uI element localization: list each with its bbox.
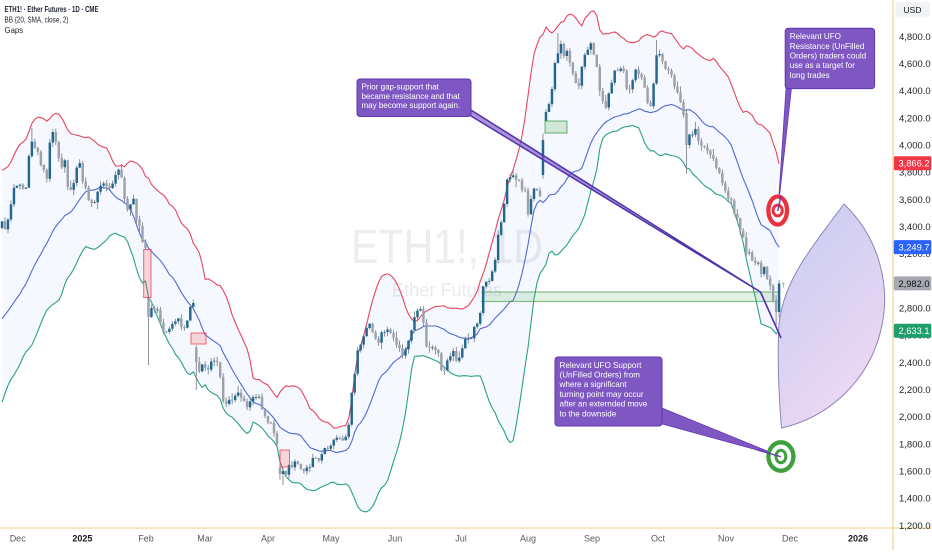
svg-text:1,400.0: 1,400.0 <box>899 494 931 505</box>
svg-text:4,000.0: 4,000.0 <box>899 141 931 152</box>
svg-text:Sep: Sep <box>584 533 600 543</box>
svg-text:2,000.0: 2,000.0 <box>899 412 931 423</box>
svg-text:2,982.0: 2,982.0 <box>899 279 930 289</box>
svg-text:4,800.0: 4,800.0 <box>899 32 931 43</box>
svg-text:Nov: Nov <box>718 533 735 543</box>
svg-text:2026: 2026 <box>848 533 868 543</box>
svg-text:3,600.0: 3,600.0 <box>899 195 931 206</box>
svg-text:Mar: Mar <box>197 533 213 543</box>
svg-text:2,633.1: 2,633.1 <box>899 326 930 336</box>
svg-text:1,600.0: 1,600.0 <box>899 467 931 478</box>
svg-text:3,866.2: 3,866.2 <box>899 159 930 169</box>
svg-text:3,800.0: 3,800.0 <box>899 168 931 179</box>
svg-text:Oct: Oct <box>651 533 666 543</box>
svg-text:May: May <box>322 533 340 543</box>
svg-text:ETH1!, 1D: ETH1!, 1D <box>351 221 543 274</box>
svg-text:ETH1! · Ether Futures · 1D · C: ETH1! · Ether Futures · 1D · CME <box>5 5 99 14</box>
svg-text:2,800.0: 2,800.0 <box>899 304 931 315</box>
svg-text:Dec: Dec <box>10 533 27 543</box>
svg-text:2,400.0: 2,400.0 <box>899 358 931 369</box>
svg-text:1,200.0: 1,200.0 <box>899 521 931 532</box>
svg-text:2,200.0: 2,200.0 <box>899 385 931 396</box>
svg-text:1,800.0: 1,800.0 <box>899 439 931 450</box>
svg-text:Relevant UFO Support(UnFilled: Relevant UFO Support (UnFilled Orders) fr… <box>559 361 648 419</box>
svg-text:Apr: Apr <box>261 533 275 543</box>
svg-text:3,400.0: 3,400.0 <box>899 222 931 233</box>
svg-text:Aug: Aug <box>520 533 536 543</box>
svg-text:Jul: Jul <box>455 533 467 543</box>
svg-text:4,200.0: 4,200.0 <box>899 113 931 124</box>
svg-text:3,200.0: 3,200.0 <box>899 249 931 260</box>
svg-text:USD: USD <box>904 5 922 15</box>
svg-text:4,400.0: 4,400.0 <box>899 86 931 97</box>
svg-text:†: † <box>782 282 786 289</box>
svg-text:Dec: Dec <box>782 533 799 543</box>
svg-text:2025: 2025 <box>72 533 92 543</box>
svg-text:Jun: Jun <box>388 533 403 543</box>
svg-text:3,249.7: 3,249.7 <box>899 243 930 253</box>
svg-text:Feb: Feb <box>138 533 154 543</box>
svg-text:4,600.0: 4,600.0 <box>899 59 931 70</box>
svg-text:BB (20, SMA, close, 2): BB (20, SMA, close, 2) <box>5 16 69 25</box>
svg-text:Gaps: Gaps <box>5 26 24 35</box>
